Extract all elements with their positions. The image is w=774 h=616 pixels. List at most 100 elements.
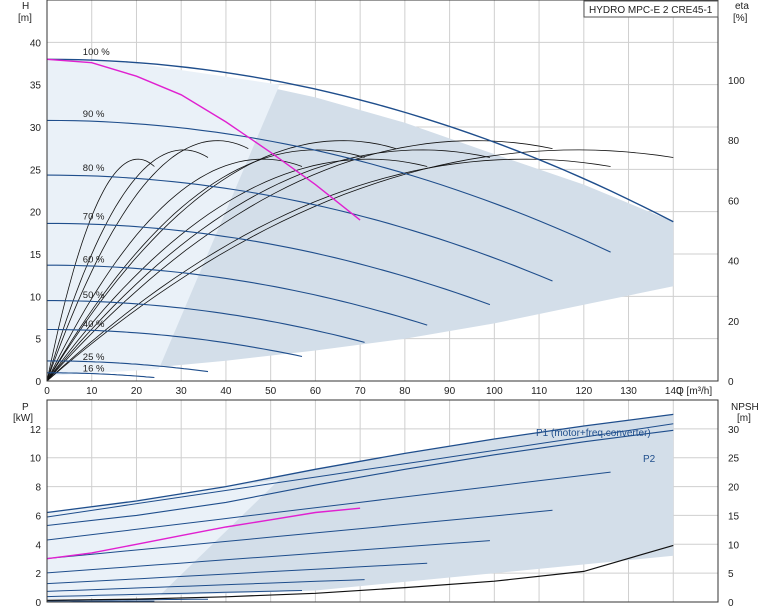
npsh-tick-label: 15 <box>728 511 740 522</box>
speed-curve-line <box>47 328 303 358</box>
flow-axis-label: Q [m³/h] <box>676 386 712 397</box>
p1-curve-line <box>46 413 674 514</box>
flow-tick-label: 70 <box>355 386 367 397</box>
flow-tick-label: 130 <box>620 386 637 397</box>
power-tick-label: 0 <box>35 598 41 609</box>
duty-curve-line <box>46 58 361 221</box>
efficiency-curve-line <box>46 158 611 382</box>
speed-curve-line <box>47 222 491 306</box>
power-axis-ticks: 0 2 4 6 8 10 12 <box>30 425 42 609</box>
power-area <box>47 414 674 600</box>
npsh-tick-label: 0 <box>728 598 734 609</box>
npsh-curve-line <box>46 544 674 601</box>
power-chart: 0 2 4 6 8 10 12 0 5 10 15 20 25 30 P [kW] NPSH [m] P… <box>13 399 759 609</box>
head-tick-label: 0 <box>35 377 41 388</box>
power-speed-line <box>46 540 490 574</box>
flow-axis-ticks: 0 10 20 30 40 50 60 70 80 90 100 110 120 130 140 <box>44 386 682 397</box>
speed-label: 90 % <box>83 109 105 120</box>
head-tick-label: 20 <box>30 208 42 219</box>
eta-axis-unit: [%] <box>733 13 748 24</box>
speed-curve-line <box>46 119 611 253</box>
flow-tick-label: 90 <box>444 386 456 397</box>
head-axis-unit: [m] <box>18 13 32 24</box>
speed-curve-line <box>47 360 209 373</box>
head-tick-label: 10 <box>30 292 42 303</box>
head-axis-ticks: 0 5 10 15 20 25 30 35 40 <box>30 38 42 388</box>
power-tick-label: 4 <box>35 540 41 551</box>
eta-tick-label: 20 <box>728 317 740 328</box>
flow-tick-label: 100 <box>486 386 503 397</box>
efficiency-curve-line <box>46 140 249 382</box>
npsh-axis-ticks: 0 5 10 15 20 25 30 <box>728 425 740 609</box>
power-axis-name: P <box>22 402 29 413</box>
flow-tick-label: 20 <box>131 386 143 397</box>
eta-tick-label: 40 <box>728 257 740 268</box>
speed-curve-line <box>46 174 553 282</box>
power-speed-line <box>46 590 303 598</box>
eta-tick-label: 60 <box>728 196 740 207</box>
flow-tick-label: 50 <box>265 386 277 397</box>
legend-text: HYDRO MPC-E 2 CRE45-1 <box>589 5 713 16</box>
head-frame <box>46 0 719 382</box>
power-tick-label: 6 <box>35 511 41 522</box>
duty-curve <box>46 58 361 221</box>
efficiency-curve-line <box>46 158 155 382</box>
power-tick-label: 8 <box>35 483 41 494</box>
low-efficiency-area <box>47 59 280 376</box>
power-axis-unit: [kW] <box>13 413 33 424</box>
power-tick-label: 2 <box>35 569 41 580</box>
eta-tick-label: 80 <box>728 136 740 147</box>
power-speed-line <box>46 509 553 559</box>
duty-power-line <box>46 507 361 560</box>
head-axis-name: H <box>22 1 29 12</box>
efficiency-curve-line <box>46 149 490 382</box>
legend-box <box>583 0 719 18</box>
npsh-axis-name: NPSH <box>731 402 759 413</box>
eta-axis-name: eta <box>735 1 749 12</box>
power-speed-line <box>46 562 428 585</box>
power-curves <box>46 413 674 603</box>
head-tick-label: 35 <box>30 81 42 92</box>
operating-range <box>47 59 674 376</box>
head-tick-label: 15 <box>30 250 42 261</box>
eta-tick-label: 100 <box>728 76 745 87</box>
speed-label: 16 % <box>83 364 105 375</box>
power-speed-line <box>46 579 365 592</box>
flow-tick-label: 120 <box>575 386 592 397</box>
flow-tick-label: 60 <box>310 386 322 397</box>
flow-tick-label: 30 <box>176 386 188 397</box>
flow-tick-label: 0 <box>44 386 50 397</box>
power-speed-line <box>46 471 611 541</box>
speed-label: 60 % <box>83 254 105 265</box>
speed-label: 25 % <box>83 352 105 363</box>
p2-curve-line <box>46 429 674 527</box>
flow-tick-label: 140 <box>665 386 682 397</box>
power-speed-line <box>46 423 674 518</box>
flow-tick-label: 110 <box>531 386 547 397</box>
npsh-tick-label: 30 <box>728 425 740 436</box>
speed-curve-line <box>47 300 365 343</box>
npsh-tick-label: 20 <box>728 483 740 494</box>
efficiency-curve-line <box>46 140 397 382</box>
speed-label: 50 % <box>83 290 105 301</box>
npsh-tick-label: 25 <box>728 454 740 465</box>
flow-tick-label: 80 <box>399 386 411 397</box>
npsh-axis-unit: [m] <box>737 413 751 424</box>
speed-label: 40 % <box>83 319 105 330</box>
p1-label: P1 (motor+freq.converter) <box>536 428 651 439</box>
flow-tick-label: 40 <box>220 386 232 397</box>
efficiency-curve-line <box>46 149 209 382</box>
speed-labels: 100 % 90 % 80 % 70 % 60 % 50 % 40 % 25 %16 % <box>83 47 110 375</box>
efficiency-curve-line <box>46 140 553 382</box>
power-frame <box>46 399 719 603</box>
head-tick-label: 25 <box>30 165 42 176</box>
speed-curve-line <box>47 264 428 326</box>
flow-tick-label: 10 <box>86 386 98 397</box>
speed-label: 100 % <box>83 47 110 58</box>
efficiency-curve-line <box>46 149 674 382</box>
speed-curve-line <box>46 58 674 223</box>
power-tick-label: 12 <box>30 425 42 436</box>
speed-label: 70 % <box>83 211 105 222</box>
eta-tick-label: 0 <box>728 377 734 388</box>
